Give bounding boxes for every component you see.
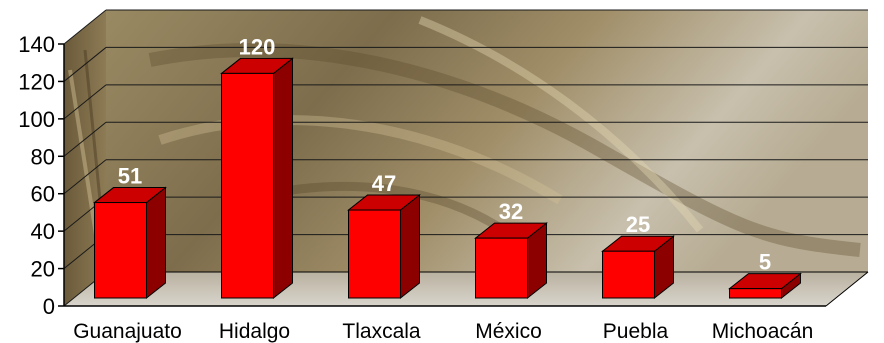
data-label: 120 bbox=[239, 34, 276, 59]
bar-front bbox=[221, 72, 274, 299]
x-axis-tick-labels: Guanajuato Hidalgo Tlaxcala México Puebla Mic… bbox=[73, 320, 813, 343]
data-label: 25 bbox=[626, 212, 650, 237]
gridline-side bbox=[63, 121, 107, 157]
bar-front bbox=[729, 288, 782, 299]
background-streak bbox=[418, 16, 704, 233]
bar bbox=[601, 235, 675, 300]
background-streak bbox=[158, 115, 563, 205]
x-tick-label: Hidalgo bbox=[219, 320, 290, 343]
bar bbox=[474, 222, 548, 300]
bar-side bbox=[400, 194, 420, 300]
y-tick-label: 0 bbox=[43, 294, 55, 319]
y-tick-label: 120 bbox=[18, 69, 55, 94]
y-tick-label: 80 bbox=[31, 144, 55, 169]
plot-background bbox=[64, 10, 868, 306]
bar-side bbox=[273, 57, 293, 300]
bar-side bbox=[146, 186, 166, 300]
x-tick-label: Guanajuato bbox=[73, 320, 182, 343]
gridline-side bbox=[63, 84, 107, 120]
bar-front bbox=[348, 209, 401, 299]
y-tick-label: 20 bbox=[31, 257, 55, 282]
x-tick-label: Tlaxcala bbox=[342, 320, 421, 343]
bar bbox=[220, 57, 294, 300]
x-tick-label: Puebla bbox=[603, 320, 669, 343]
data-label: 32 bbox=[499, 199, 523, 224]
bar bbox=[93, 186, 167, 300]
y-axis-tick-labels: 0 20 40 60 80 100 120 140 bbox=[18, 32, 55, 319]
data-label: 47 bbox=[372, 171, 396, 196]
gridline-side bbox=[63, 159, 107, 195]
x-tick-label: Michoacán bbox=[712, 320, 814, 343]
y-tick-label: 60 bbox=[31, 182, 55, 207]
bar bbox=[728, 272, 802, 300]
x-tick-label: México bbox=[475, 320, 542, 343]
bar-front bbox=[94, 202, 147, 299]
gridline-side bbox=[63, 9, 107, 45]
background-streak bbox=[148, 43, 861, 257]
gridline-side bbox=[63, 47, 107, 82]
bar-front bbox=[602, 250, 655, 299]
data-label: 51 bbox=[118, 164, 142, 189]
data-label: 5 bbox=[759, 250, 771, 275]
bar-front bbox=[475, 237, 528, 299]
data-labels: 51 120 47 32 25 5 bbox=[118, 34, 771, 274]
bar bbox=[347, 194, 421, 300]
y-tick-label: 100 bbox=[18, 107, 55, 132]
bars bbox=[93, 57, 802, 300]
y-tick-label: 140 bbox=[18, 32, 55, 57]
y-tick-label: 40 bbox=[31, 219, 55, 244]
floor-edge bbox=[825, 271, 869, 307]
